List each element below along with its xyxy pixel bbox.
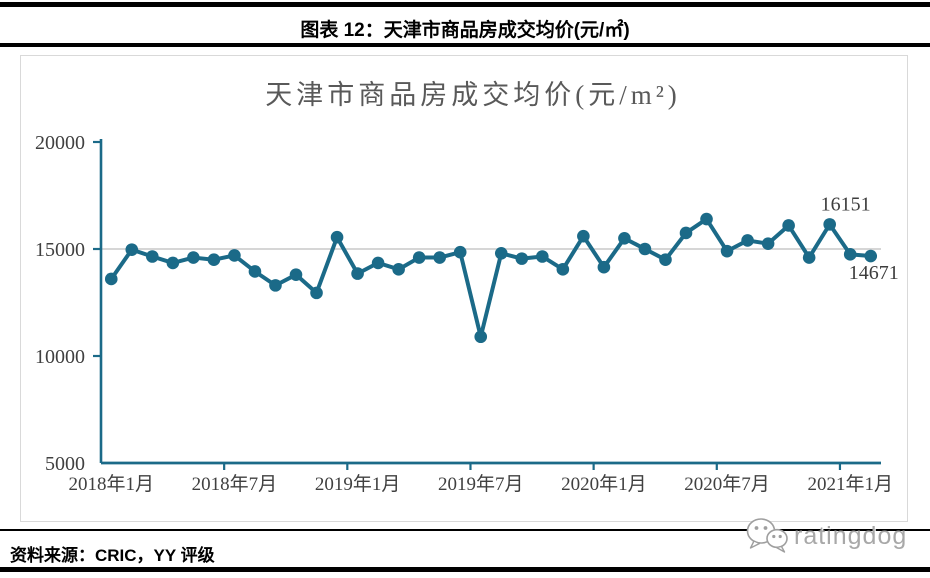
- x-tick-label: 2018年7月: [192, 473, 278, 495]
- data-point-24: [597, 260, 611, 274]
- x-tick-label: 2020年7月: [684, 473, 770, 495]
- data-point-7: [248, 265, 262, 278]
- data-point-16: [433, 251, 446, 264]
- data-point-1: [125, 243, 139, 256]
- data-point-19: [494, 246, 508, 260]
- data-point-32: [761, 237, 775, 250]
- data-point-10: [310, 286, 323, 300]
- data-point-5: [207, 253, 221, 266]
- y-tick-label: 15000: [35, 239, 85, 261]
- data-point-29: [700, 212, 713, 226]
- data-point-21: [536, 250, 549, 263]
- data-point-28: [679, 226, 693, 240]
- price-line-chart: 天津市商品房成交均价(元/m²)20000150001000050002018年…: [35, 80, 899, 495]
- x-tick-label: 2019年7月: [438, 473, 524, 495]
- data-point-9: [289, 268, 303, 281]
- data-point-26: [638, 242, 652, 256]
- chart-container: 天津市商品房成交均价(元/m²) 20000 15000 10000 5000 2018年…: [20, 55, 908, 522]
- data-point-31: [741, 234, 754, 247]
- data-point-15: [412, 251, 426, 264]
- data-point-14: [392, 263, 405, 276]
- data-point-13: [371, 256, 385, 270]
- data-point-6: [228, 249, 241, 262]
- data-point-12: [351, 267, 364, 280]
- annotation-14671: 14671: [849, 262, 899, 284]
- x-tick-label: 2019年1月: [315, 473, 401, 495]
- ratingdog-chat-bubbles-icon: [746, 518, 788, 553]
- bottom-divider: [0, 567, 930, 572]
- y-tick-label: 20000: [35, 132, 85, 154]
- data-point-23: [577, 229, 590, 243]
- data-point-17: [453, 245, 467, 259]
- data-point-35: [823, 218, 836, 231]
- data-point-33: [782, 219, 795, 232]
- annotation-16151: 16151: [821, 193, 871, 215]
- ratingdog-wordmark: ratingdog: [794, 521, 908, 550]
- data-point-20: [515, 252, 529, 265]
- data-point-25: [618, 232, 631, 245]
- data-point-4: [187, 251, 200, 264]
- x-tick-label: 2021年1月: [807, 473, 893, 495]
- data-point-0: [104, 272, 118, 286]
- top-divider: [0, 2, 930, 7]
- data-point-18: [474, 330, 488, 344]
- data-point-34: [802, 251, 816, 264]
- chart-title: 天津市商品房成交均价(元/m²): [265, 80, 681, 110]
- footer-divider: [0, 529, 930, 531]
- data-point-2: [146, 250, 159, 263]
- data-point-22: [556, 263, 570, 276]
- data-point-11: [330, 230, 344, 244]
- data-point-30: [720, 244, 734, 258]
- source-note: 资料来源：CRIC，YY 评级: [10, 546, 215, 565]
- data-point-37: [864, 249, 878, 263]
- y-tick-label: 10000: [35, 346, 85, 368]
- caption-divider: [0, 43, 930, 47]
- data-point-8: [269, 279, 282, 292]
- y-tick-label: 5000: [45, 453, 85, 475]
- price-series-line: [109, 217, 873, 339]
- data-point-3: [166, 256, 180, 270]
- x-tick-label: 2018年1月: [69, 473, 155, 495]
- figure-caption: 图表 12：天津市商品房成交均价(元/㎡): [300, 20, 630, 41]
- x-tick-label: 2020年1月: [561, 473, 647, 495]
- data-point-36: [843, 248, 857, 261]
- data-point-27: [659, 253, 672, 266]
- ratingdog-logo: ratingdog: [744, 515, 907, 557]
